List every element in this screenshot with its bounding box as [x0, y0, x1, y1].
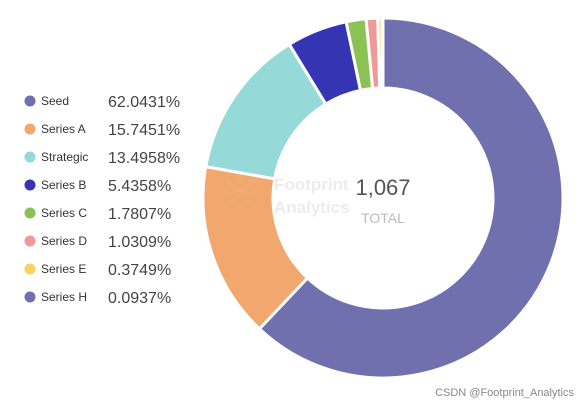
legend-item-series-h[interactable]: Series H 0.0937% [24, 290, 172, 307]
legend-percent: 5.4358% [108, 178, 171, 195]
legend-label: Seed [41, 94, 69, 108]
legend-percent: 13.4958% [108, 150, 180, 167]
legend-percent: 15.7451% [108, 122, 180, 139]
donut-slices [201, 16, 565, 380]
legend-percent: 0.3749% [108, 262, 171, 279]
legend-marker [24, 179, 36, 191]
legend-label: Series D [41, 234, 87, 248]
legend-item-series-d[interactable]: Series D 1.0309% [24, 234, 172, 251]
legend-marker [24, 235, 36, 247]
legend-percent: 0.0937% [108, 290, 171, 307]
legend-label: Series E [41, 262, 86, 276]
legend-marker [24, 263, 36, 275]
legend-marker [24, 151, 36, 163]
footprint-logo-icon [221, 174, 259, 212]
legend: Seed 62.0431% Series A 15.7451% Strategic 13.… [24, 94, 181, 307]
center-total-value: 1,067 [355, 175, 410, 200]
legend-label: Series B [41, 178, 86, 192]
legend-label: Strategic [41, 150, 88, 164]
center-total-label: TOTAL [361, 210, 405, 226]
legend-label: Series C [41, 206, 87, 220]
legend-percent: 1.0309% [108, 234, 171, 251]
legend-label: Series A [41, 122, 86, 136]
legend-marker [24, 95, 36, 107]
watermark-line2: Analytics [274, 198, 350, 217]
watermark-line1: Footprint [274, 175, 349, 194]
legend-item-series-e[interactable]: Series E 0.3749% [24, 262, 172, 279]
legend-item-strategic[interactable]: Strategic 13.4958% [24, 150, 181, 167]
legend-item-series-b[interactable]: Series B 5.4358% [24, 178, 172, 195]
slice-series-h[interactable] [380, 16, 385, 90]
legend-item-seed[interactable]: Seed 62.0431% [24, 94, 181, 111]
legend-label: Series H [41, 290, 87, 304]
legend-percent: 62.0431% [108, 94, 180, 111]
legend-marker [24, 291, 36, 303]
legend-item-series-c[interactable]: Series C 1.7807% [24, 206, 172, 223]
watermark: Footprint Analytics [221, 174, 350, 217]
legend-percent: 1.7807% [108, 206, 171, 223]
legend-marker [24, 123, 36, 135]
credit-text: CSDN @Footprint_Analytics [435, 387, 574, 399]
legend-item-series-a[interactable]: Series A 15.7451% [24, 122, 181, 139]
slice-seed[interactable] [257, 16, 565, 380]
legend-marker [24, 207, 36, 219]
